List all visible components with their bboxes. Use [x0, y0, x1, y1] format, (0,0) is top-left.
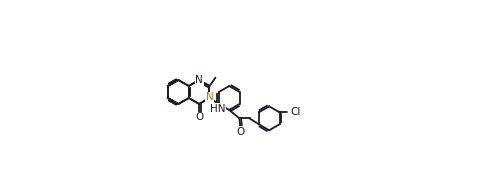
Text: HN: HN — [210, 104, 226, 114]
Text: O: O — [195, 112, 203, 122]
Text: Cl: Cl — [291, 107, 301, 117]
Text: N: N — [206, 92, 213, 102]
Text: N: N — [195, 75, 203, 85]
Text: O: O — [237, 127, 245, 137]
